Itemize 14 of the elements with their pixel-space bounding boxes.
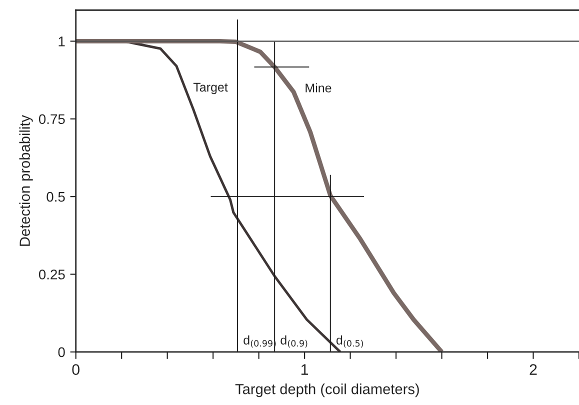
y-tick-label: 1 — [58, 36, 65, 46]
x-tick-label: 0 — [72, 364, 80, 375]
y-tick-label: 0.5 — [46, 192, 65, 202]
series-label: Target — [193, 82, 228, 94]
annotation: d$_{(0.9)}$ — [280, 335, 308, 348]
y-axis-title: Detection probability — [19, 114, 33, 246]
x-axis-title: Target depth (coil diameters) — [235, 384, 419, 398]
x-tick-label: 1 — [301, 364, 308, 375]
y-tick-label: 0.25 — [38, 270, 65, 280]
annotation: d$_{(0.5)}$ — [336, 335, 364, 348]
y-tick-label: 0 — [58, 347, 65, 358]
y-tick-label: 0.75 — [38, 114, 65, 124]
series-label: Mine — [306, 83, 332, 92]
x-tick-label: 2 — [530, 364, 537, 375]
